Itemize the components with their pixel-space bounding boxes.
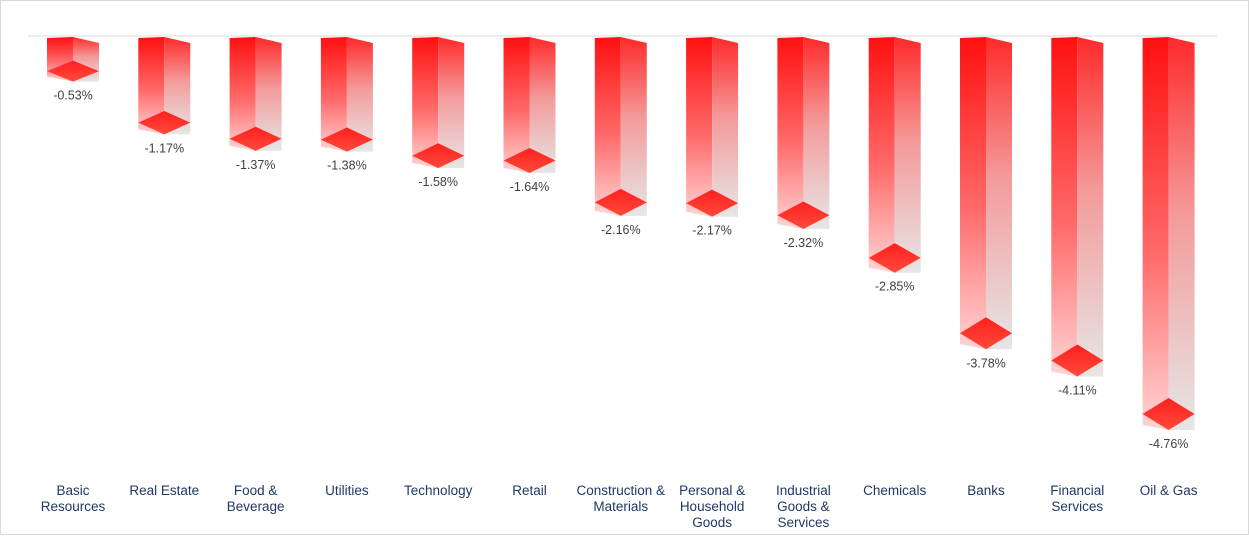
bar-front-face — [868, 37, 895, 273]
bar-front-face — [777, 37, 804, 230]
bar-bottom-cap — [686, 189, 739, 217]
bar-bottom-cap — [138, 111, 191, 135]
value-label: -4.11% — [1058, 383, 1097, 397]
bar-5 — [412, 37, 465, 169]
category-label: Food & Beverage — [227, 483, 285, 514]
value-label: -3.78% — [966, 356, 1006, 370]
value-label: -1.17% — [144, 141, 184, 155]
bar-front-face — [320, 37, 347, 152]
value-label: -1.37% — [236, 158, 276, 172]
value-label: -2.17% — [692, 224, 732, 238]
category-label: Oil & Gas — [1140, 483, 1198, 498]
bar-front-face — [503, 37, 530, 174]
category-label: Utilities — [325, 483, 369, 498]
category-label: Personal & Household Goods — [679, 483, 745, 530]
category-label: Real Estate — [129, 483, 199, 498]
bar-2 — [138, 37, 191, 135]
bar-side-face — [1077, 37, 1104, 377]
bar-side-face — [255, 37, 282, 151]
bar-bottom-cap — [960, 317, 1012, 350]
category-label: Industrial Goods & Services — [776, 483, 831, 530]
value-label: -1.58% — [418, 175, 458, 189]
value-label: -1.38% — [327, 159, 367, 173]
category-label: Chemicals — [863, 483, 926, 498]
bar-front-face — [686, 37, 713, 217]
bar-10 — [868, 37, 921, 273]
category-label: Construction & Materials — [577, 483, 666, 514]
value-label: -1.64% — [510, 180, 550, 194]
bar-side-face — [346, 37, 373, 152]
category-label: Retail — [512, 483, 547, 498]
value-label: -2.16% — [601, 223, 641, 237]
bar-side-face — [164, 37, 191, 135]
bar-bottom-cap — [503, 147, 556, 174]
bar-4 — [320, 37, 373, 152]
bar-bottom-cap — [868, 243, 921, 273]
bar-bottom-cap — [47, 60, 99, 82]
value-label: -2.85% — [875, 280, 915, 294]
value-label: -2.32% — [784, 236, 824, 250]
category-label: Basic Resources — [41, 483, 106, 514]
bar-front-face — [1142, 37, 1169, 430]
bar-front-face — [229, 37, 256, 151]
bar-side-face — [620, 37, 647, 216]
bar-front-face — [594, 37, 621, 216]
category-label: Banks — [967, 483, 1005, 498]
bar-side-face — [894, 37, 921, 273]
bar-8 — [686, 37, 739, 217]
bar-bottom-cap — [1142, 398, 1195, 430]
bar-side-face — [712, 37, 739, 217]
bar-12 — [1051, 37, 1104, 377]
bar-bottom-cap — [1051, 344, 1104, 377]
category-label: Financial Services — [1050, 483, 1104, 514]
bar-side-face — [1168, 37, 1195, 430]
bar-bottom-cap — [320, 127, 373, 152]
bar-side-face — [529, 37, 556, 174]
bar-side-face — [986, 37, 1012, 350]
value-label: -0.53% — [53, 89, 93, 103]
value-label: -4.76% — [1149, 437, 1189, 451]
bar-front-face — [960, 37, 986, 350]
bar-side-face — [803, 37, 830, 230]
bar-bottom-cap — [777, 201, 830, 230]
bar-3 — [229, 37, 282, 151]
bar-11 — [960, 37, 1012, 350]
bar-9 — [777, 37, 830, 230]
category-label: Technology — [404, 483, 473, 498]
bar-1 — [47, 37, 99, 82]
bar-side-face — [438, 37, 465, 169]
bar-front-face — [412, 37, 439, 169]
bar-6 — [503, 37, 556, 174]
bar-13 — [1142, 37, 1195, 430]
bar-bottom-cap — [229, 126, 282, 151]
bar-bottom-cap — [412, 143, 465, 169]
bar-7 — [594, 37, 647, 216]
bar-bottom-cap — [594, 188, 647, 216]
bar-front-face — [1051, 37, 1078, 377]
bar-front-face — [138, 37, 165, 135]
